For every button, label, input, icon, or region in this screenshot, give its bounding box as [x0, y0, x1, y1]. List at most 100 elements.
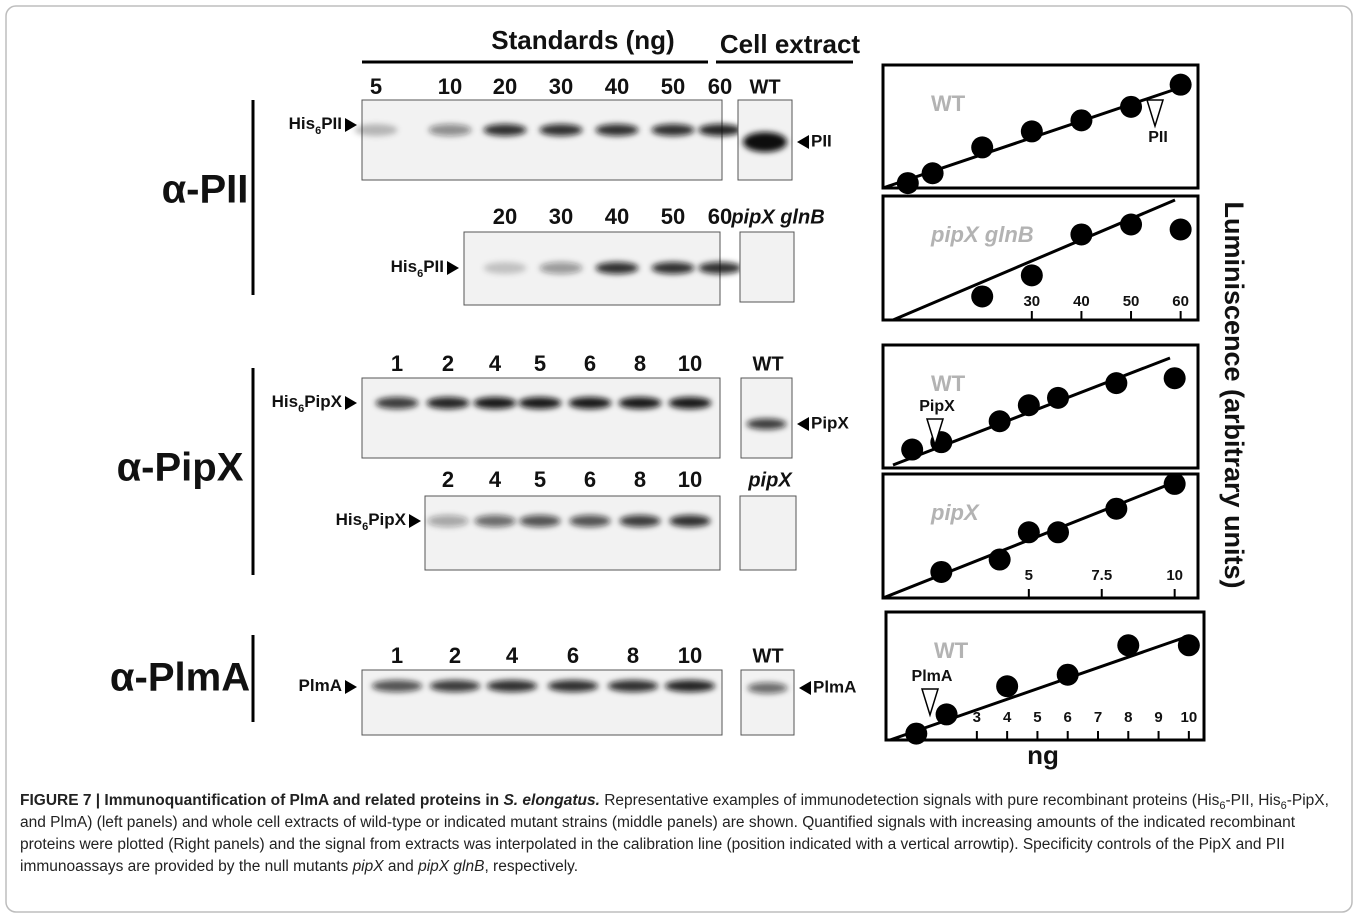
point: [1021, 264, 1043, 286]
extract-blot: [740, 232, 794, 302]
band: [651, 124, 694, 136]
band: [595, 262, 638, 274]
interpolation-label: PipX: [919, 398, 955, 415]
section-label: α-PII: [162, 168, 249, 212]
lane-label: 50: [661, 204, 685, 229]
point: [1170, 74, 1192, 96]
caption-text: -PII, His: [1225, 792, 1280, 809]
band: [428, 124, 471, 136]
x-tick-label: 10: [1181, 709, 1198, 726]
lane-label: 60: [708, 74, 732, 99]
x-tick-label: 8: [1124, 709, 1132, 726]
point: [1021, 120, 1043, 142]
point: [1105, 372, 1127, 394]
band: [569, 397, 612, 409]
extract-label: pipX: [747, 469, 793, 491]
point: [971, 285, 993, 307]
band: [430, 680, 480, 692]
blot: [362, 100, 722, 180]
lane-label: 30: [549, 74, 573, 99]
caption-title: FIGURE 7 | Immunoquantification of PlmA …: [20, 792, 503, 809]
arrow: [447, 261, 459, 275]
extract-blot: [740, 496, 796, 570]
lane-label: 8: [634, 351, 646, 376]
point: [1120, 96, 1142, 118]
lane-label: 2: [442, 467, 454, 492]
protein-name: PII: [423, 257, 444, 276]
x-tick-label: 30: [1023, 293, 1040, 310]
point: [1170, 218, 1192, 240]
lane-label: 40: [605, 74, 629, 99]
lane-label: 50: [661, 74, 685, 99]
band: [698, 124, 741, 136]
lane-label: 6: [567, 643, 579, 668]
point: [996, 675, 1018, 697]
point: [1178, 634, 1200, 656]
blot: [425, 496, 720, 570]
caption: FIGURE 7 | Immunoquantification of PlmA …: [20, 790, 1338, 878]
lane-label: 5: [370, 74, 382, 99]
extract-blot: [741, 378, 792, 458]
band: [519, 515, 560, 527]
band: [427, 515, 468, 527]
protein-name: His: [391, 257, 417, 276]
x-axis-label: ng: [1027, 740, 1059, 770]
point: [905, 723, 927, 745]
caption-text: , respectively.: [484, 858, 578, 875]
band: [539, 262, 582, 274]
caption-text: Representative examples of immunodetecti…: [600, 792, 1219, 809]
protein-label: His6PipX: [336, 510, 407, 532]
point: [1070, 223, 1092, 245]
point: [1117, 634, 1139, 656]
lane-label: 1: [391, 643, 403, 668]
band: [548, 680, 598, 692]
x-tick-label: 6: [1064, 709, 1072, 726]
standards-header: Standards (ng): [491, 25, 674, 55]
lane-label: 5: [534, 351, 546, 376]
band: [427, 397, 470, 409]
point: [1057, 664, 1079, 686]
caption-text: and: [384, 858, 418, 875]
lane-label: 4: [489, 467, 502, 492]
band: [698, 262, 741, 274]
arrow: [799, 681, 811, 695]
band: [669, 397, 712, 409]
extract-label: pipX glnB: [730, 206, 824, 228]
extract-band-label: PII: [811, 131, 832, 150]
protein-label: PlmA: [299, 676, 342, 695]
lane-label: 6: [584, 467, 596, 492]
protein-name: His: [336, 510, 362, 529]
point: [1164, 473, 1186, 495]
protein-label: His6PII: [289, 114, 342, 136]
arrow: [797, 135, 809, 149]
point: [971, 136, 993, 158]
plot-label: WT: [931, 91, 966, 116]
blot: [362, 670, 722, 735]
x-tick-label: 5: [1033, 709, 1041, 726]
extract-band: [748, 683, 788, 694]
protein-name: PipX: [368, 510, 406, 529]
protein-name: PlmA: [299, 676, 342, 695]
point: [1120, 214, 1142, 236]
figure: Standards (ng) Cell extract α-PII α-PipX…: [0, 0, 1358, 918]
band: [474, 397, 517, 409]
point: [922, 162, 944, 184]
point: [989, 410, 1011, 432]
point: [1018, 521, 1040, 543]
band: [595, 124, 638, 136]
plot-label: pipX: [930, 500, 980, 525]
x-tick-label: 10: [1166, 567, 1183, 584]
point: [1105, 498, 1127, 520]
lane-label: 1: [391, 351, 403, 376]
lane-label: 10: [678, 351, 702, 376]
lane-label: 2: [442, 351, 454, 376]
protein-label: His6PII: [391, 257, 444, 279]
extract-band: [747, 419, 787, 430]
x-tick-label: 5: [1025, 567, 1033, 584]
section-label: α-PipX: [117, 446, 244, 490]
band: [651, 262, 694, 274]
plot-label: WT: [934, 638, 969, 663]
section-label: α-PlmA: [110, 656, 250, 700]
extract-band: [743, 132, 787, 152]
caption-mutant: pipX glnB: [418, 858, 484, 875]
